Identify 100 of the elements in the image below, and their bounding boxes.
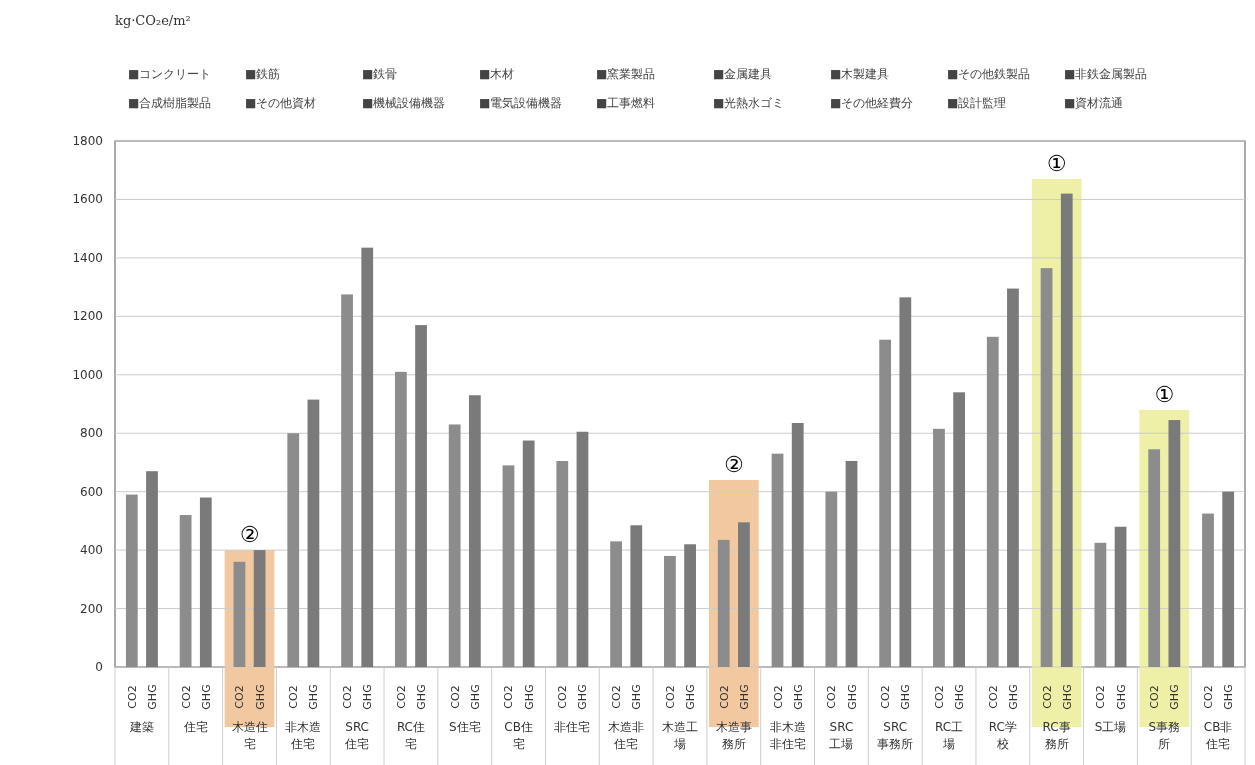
text: GHG [307, 684, 321, 710]
x-tick-label: S住宅 [448, 720, 481, 734]
y-tick-label: 400 [80, 543, 103, 558]
text: CO2 [610, 685, 624, 709]
bar [1168, 420, 1181, 667]
y-tick-label: 1400 [72, 250, 103, 265]
text: ■その他経費分 [830, 96, 914, 110]
bar [415, 325, 427, 667]
bar [664, 555, 676, 667]
text: GHG [1222, 684, 1236, 710]
y-tick-label: 1600 [72, 192, 103, 207]
text: GHG [576, 684, 590, 710]
y-tick-label: 1800 [72, 134, 103, 148]
x-tick-label: RC住宅 [396, 720, 426, 751]
text: CO2 [663, 685, 677, 709]
x-tick-label: RC事務所 [1042, 720, 1071, 751]
bar [394, 371, 407, 667]
bar [307, 399, 320, 667]
bar [825, 491, 838, 667]
text: CO2 [1040, 685, 1054, 709]
text: GHG [737, 684, 751, 710]
bar [717, 539, 730, 667]
bar [738, 522, 750, 667]
text: GHG [1006, 684, 1020, 710]
text: ■設計監理 [947, 96, 1007, 110]
x-tick-label: RC学校 [988, 720, 1017, 751]
bar [253, 550, 266, 667]
bar [179, 515, 192, 667]
text: CO2 [502, 685, 516, 709]
text: ■工事燃料 [596, 96, 656, 110]
bar [1060, 193, 1073, 667]
text: ■鉄骨 [362, 67, 398, 81]
bar [287, 433, 300, 667]
text: GHG [199, 684, 213, 710]
text: GHG [1060, 684, 1074, 710]
text: CO2 [448, 685, 462, 709]
annotation: ① [1154, 381, 1175, 407]
bar [630, 525, 643, 667]
x-tick-label: 建築 [128, 720, 154, 734]
text: ■鉄筋 [245, 67, 281, 81]
text: GHG [791, 684, 805, 710]
text: ■コンクリート [128, 67, 212, 81]
text: ■その他資材 [245, 96, 317, 110]
bar [1202, 513, 1214, 667]
text: CO2 [287, 685, 301, 709]
bar [448, 424, 461, 667]
text: CO2 [125, 685, 139, 709]
bar [610, 541, 622, 667]
bar [1094, 542, 1107, 667]
bar [684, 544, 696, 667]
text: GHG [1114, 684, 1128, 710]
x-tick-label: SRC事務所 [877, 720, 914, 751]
text: CO2 [1148, 685, 1162, 709]
bar [986, 336, 999, 667]
bar [933, 428, 945, 667]
text: ■窯業製品 [596, 67, 656, 81]
text: ■金属建具 [713, 67, 773, 81]
text: CO2 [179, 685, 193, 709]
x-tick-label: 木造非住宅 [608, 720, 645, 751]
text: GHG [468, 684, 482, 710]
x-tick-label: 木造工場 [662, 720, 698, 751]
text: GHG [361, 684, 375, 710]
text: CO2 [1094, 685, 1108, 709]
bar [468, 395, 481, 667]
x-tick-label: 木造事務所 [715, 720, 752, 751]
annotation: ① [1046, 150, 1067, 176]
bar [576, 431, 589, 667]
text: CO2 [233, 685, 247, 709]
x-tick-label: 木造住宅 [231, 720, 268, 751]
text: CO2 [879, 685, 893, 709]
bar [1222, 491, 1235, 667]
text: GHG [899, 684, 913, 710]
text: GHG [1168, 684, 1182, 710]
bar [771, 453, 784, 667]
y-tick-label: 800 [80, 426, 103, 441]
text: GHG [253, 684, 267, 710]
bar [361, 247, 374, 667]
x-tick-label: 非木造住宅 [285, 720, 322, 751]
text: GHG [415, 684, 429, 710]
bar [1148, 449, 1161, 667]
x-tick-label: RC工場 [934, 720, 964, 751]
bar [233, 561, 246, 667]
bar [953, 392, 966, 667]
annotation: ② [723, 451, 744, 477]
y-tick-label: 600 [80, 484, 103, 499]
text: ■その他鉄製品 [947, 67, 1031, 81]
text: CO2 [556, 685, 570, 709]
bar [199, 497, 212, 667]
text: CO2 [394, 685, 408, 709]
text: GHG [684, 684, 698, 710]
x-tick-label: 非住宅 [554, 720, 591, 734]
bar [502, 465, 515, 667]
text: GHG [145, 684, 159, 710]
y-tick-label: 0 [95, 660, 103, 674]
bar [522, 440, 535, 667]
x-tick-label: 住宅 [182, 720, 208, 734]
x-tick-label: S工場 [1094, 720, 1127, 734]
text: ■機械設備機器 [362, 96, 446, 110]
bar [845, 460, 858, 667]
text: GHG [630, 684, 644, 710]
